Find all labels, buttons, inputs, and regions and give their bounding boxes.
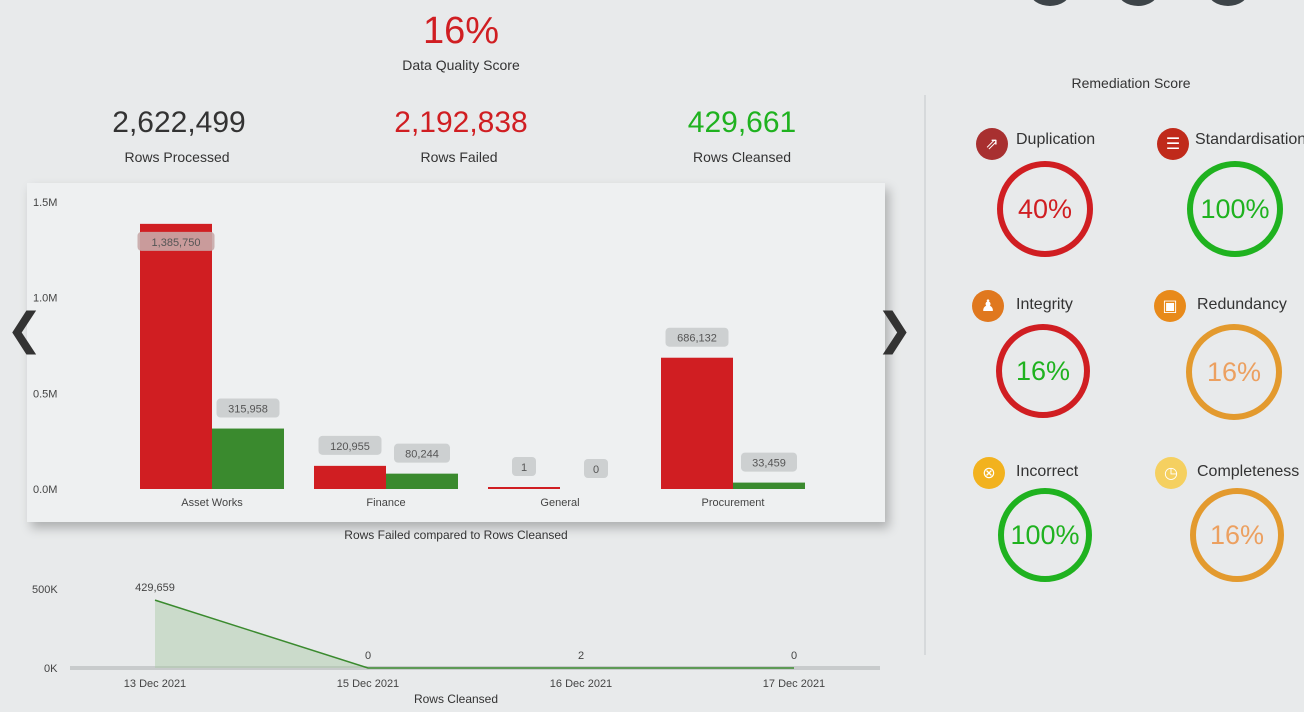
- x-tick-label: Procurement: [702, 497, 765, 509]
- redundancy-score-ring: 16%: [1186, 324, 1282, 420]
- bar-cleansed: [386, 473, 458, 489]
- completeness-label: Completeness: [1197, 463, 1300, 480]
- bar-cleansed: [212, 428, 284, 489]
- area-line: [154, 599, 795, 669]
- redundancy-icon: ▣: [1154, 290, 1186, 322]
- top-nav-icon-3[interactable]: [1208, 0, 1248, 6]
- duplication-label: Duplication: [1016, 131, 1096, 148]
- duplication-icon: ⇗: [976, 128, 1008, 160]
- area-fill: [155, 600, 794, 668]
- bar-chart: 0.0M 0.5M 1.0M 1.5M 1,385,750 315,958 Asset Wo…: [33, 197, 805, 509]
- completeness-score-ring: 16%: [1190, 488, 1284, 582]
- duplication-score-ring: 40%: [997, 161, 1093, 257]
- rows-cleansed-label: Rows Cleansed: [692, 149, 792, 165]
- data-label: 1: [521, 462, 527, 474]
- rows-failed-value: 2,192,838: [394, 106, 528, 139]
- data-label: 0: [593, 464, 599, 476]
- data-label: 0: [365, 650, 371, 662]
- bar-failed: [488, 487, 560, 489]
- y-tick-label: 0.5M: [33, 388, 57, 400]
- data-label-bg: [584, 459, 608, 478]
- bar-failed: [661, 357, 733, 489]
- data-label: 2: [578, 650, 584, 662]
- data-label-bg: [665, 327, 729, 347]
- data-label-bg: [216, 398, 280, 418]
- completeness-icon: ◷: [1155, 457, 1187, 489]
- y-tick-label: 0K: [44, 663, 58, 675]
- x-tick-label: 15 Dec 2021: [337, 678, 399, 690]
- data-label: 686,132: [677, 333, 717, 345]
- incorrect-icon: ⊗: [973, 457, 1005, 489]
- redundancy-label: Redundancy: [1197, 296, 1287, 313]
- rows-cleansed-area-chart: 500K 0K 429,659 13 Dec 2021 0 15 Dec 2021 2 16 …: [32, 582, 880, 706]
- previous-page-icon[interactable]: ❮: [6, 304, 43, 355]
- y-tick-label: 1.5M: [33, 197, 57, 209]
- bar-cleansed: [733, 482, 805, 489]
- area-chart-title: Rows Cleansed: [414, 692, 498, 706]
- rows-failed-label: Rows Failed: [420, 149, 498, 165]
- data-label: 1,385,750: [152, 237, 201, 249]
- data-label: 120,955: [330, 441, 370, 453]
- data-label-bg: [512, 457, 536, 476]
- data-label-bg: [741, 452, 797, 472]
- incorrect-label: Incorrect: [1016, 463, 1079, 480]
- y-tick-label: 500K: [32, 584, 58, 596]
- bar-failed: [140, 223, 212, 489]
- data-quality-score-label: Data Quality Score: [402, 57, 520, 73]
- data-label-bg: [394, 443, 450, 463]
- x-tick-label: Finance: [366, 497, 405, 509]
- top-nav-icon-1[interactable]: [1030, 0, 1070, 6]
- y-tick-label: 0.0M: [33, 484, 57, 496]
- data-label-bg: [318, 435, 382, 455]
- section-divider: [924, 95, 926, 655]
- data-label: 0: [791, 650, 797, 662]
- rows-processed-value: 2,622,499: [112, 106, 246, 139]
- standardisation-score-ring: 100%: [1187, 161, 1283, 257]
- integrity-icon: ♟: [972, 290, 1004, 322]
- bar-chart-card: 0.0M 0.5M 1.0M 1.5M 1,385,750 315,958 Asset Wo…: [27, 183, 885, 522]
- x-tick-label: General: [540, 497, 579, 509]
- data-label-bg: [137, 231, 215, 251]
- x-tick-label: Asset Works: [181, 497, 243, 509]
- incorrect-score-ring: 100%: [998, 488, 1092, 582]
- top-nav-icon-2[interactable]: [1118, 0, 1158, 6]
- rows-cleansed-value: 429,661: [687, 106, 797, 139]
- next-page-icon[interactable]: ❯: [876, 304, 913, 355]
- x-tick-label: 13 Dec 2021: [124, 678, 186, 690]
- data-label: 33,459: [752, 458, 786, 470]
- rows-processed-label: Rows Processed: [124, 149, 230, 165]
- bar-chart-title: Rows Failed compared to Rows Cleansed: [344, 528, 568, 542]
- integrity-score-ring: 16%: [996, 324, 1090, 418]
- remediation-score-title: Remediation Score: [1071, 75, 1191, 91]
- x-tick-label: 16 Dec 2021: [550, 678, 612, 690]
- x-tick-label: 17 Dec 2021: [763, 678, 825, 690]
- data-label: 429,659: [135, 582, 175, 594]
- data-label: 315,958: [228, 404, 268, 416]
- bar-failed: [314, 465, 386, 489]
- standardisation-icon: ☰: [1157, 128, 1189, 160]
- data-label: 80,244: [405, 449, 439, 461]
- data-quality-score-value: 16%: [422, 10, 500, 52]
- y-tick-label: 1.0M: [33, 293, 57, 305]
- standardisation-label: Standardisation: [1195, 131, 1304, 148]
- integrity-label: Integrity: [1016, 296, 1073, 313]
